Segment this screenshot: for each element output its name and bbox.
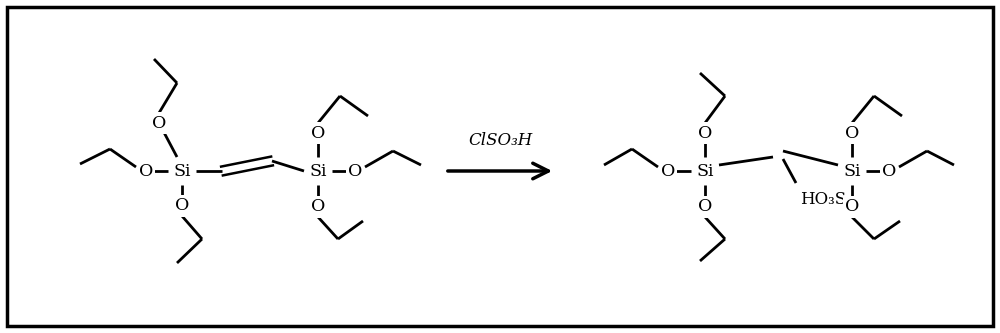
Text: Si: Si <box>696 163 714 179</box>
Text: O: O <box>698 125 712 142</box>
Text: HO₃S: HO₃S <box>800 190 846 207</box>
Text: O: O <box>845 198 859 215</box>
Text: O: O <box>175 197 189 214</box>
Text: O: O <box>152 115 166 132</box>
Text: Si: Si <box>173 163 191 179</box>
Text: Si: Si <box>309 163 327 179</box>
Text: O: O <box>311 198 325 215</box>
Text: O: O <box>139 163 153 179</box>
Text: O: O <box>845 125 859 142</box>
Text: ClSO₃H: ClSO₃H <box>468 132 532 149</box>
Text: O: O <box>882 163 896 179</box>
Text: O: O <box>311 125 325 142</box>
Text: Si: Si <box>843 163 861 179</box>
Text: O: O <box>661 163 675 179</box>
Text: O: O <box>698 198 712 215</box>
Text: O: O <box>348 163 362 179</box>
